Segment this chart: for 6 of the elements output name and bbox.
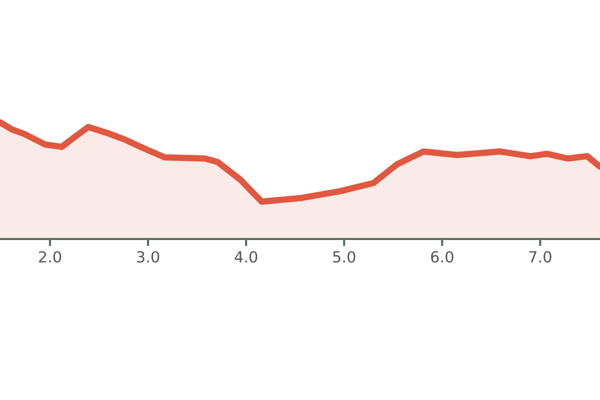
x-tick-label: 4.0 <box>234 251 258 263</box>
x-tick-label: 5.0 <box>333 251 356 263</box>
x-tick-label: 6.0 <box>431 251 454 263</box>
x-tick-label: 7.0 <box>529 251 552 263</box>
x-tick-label: 3.0 <box>137 251 160 263</box>
x-tick-label: 2.0 <box>38 251 62 263</box>
